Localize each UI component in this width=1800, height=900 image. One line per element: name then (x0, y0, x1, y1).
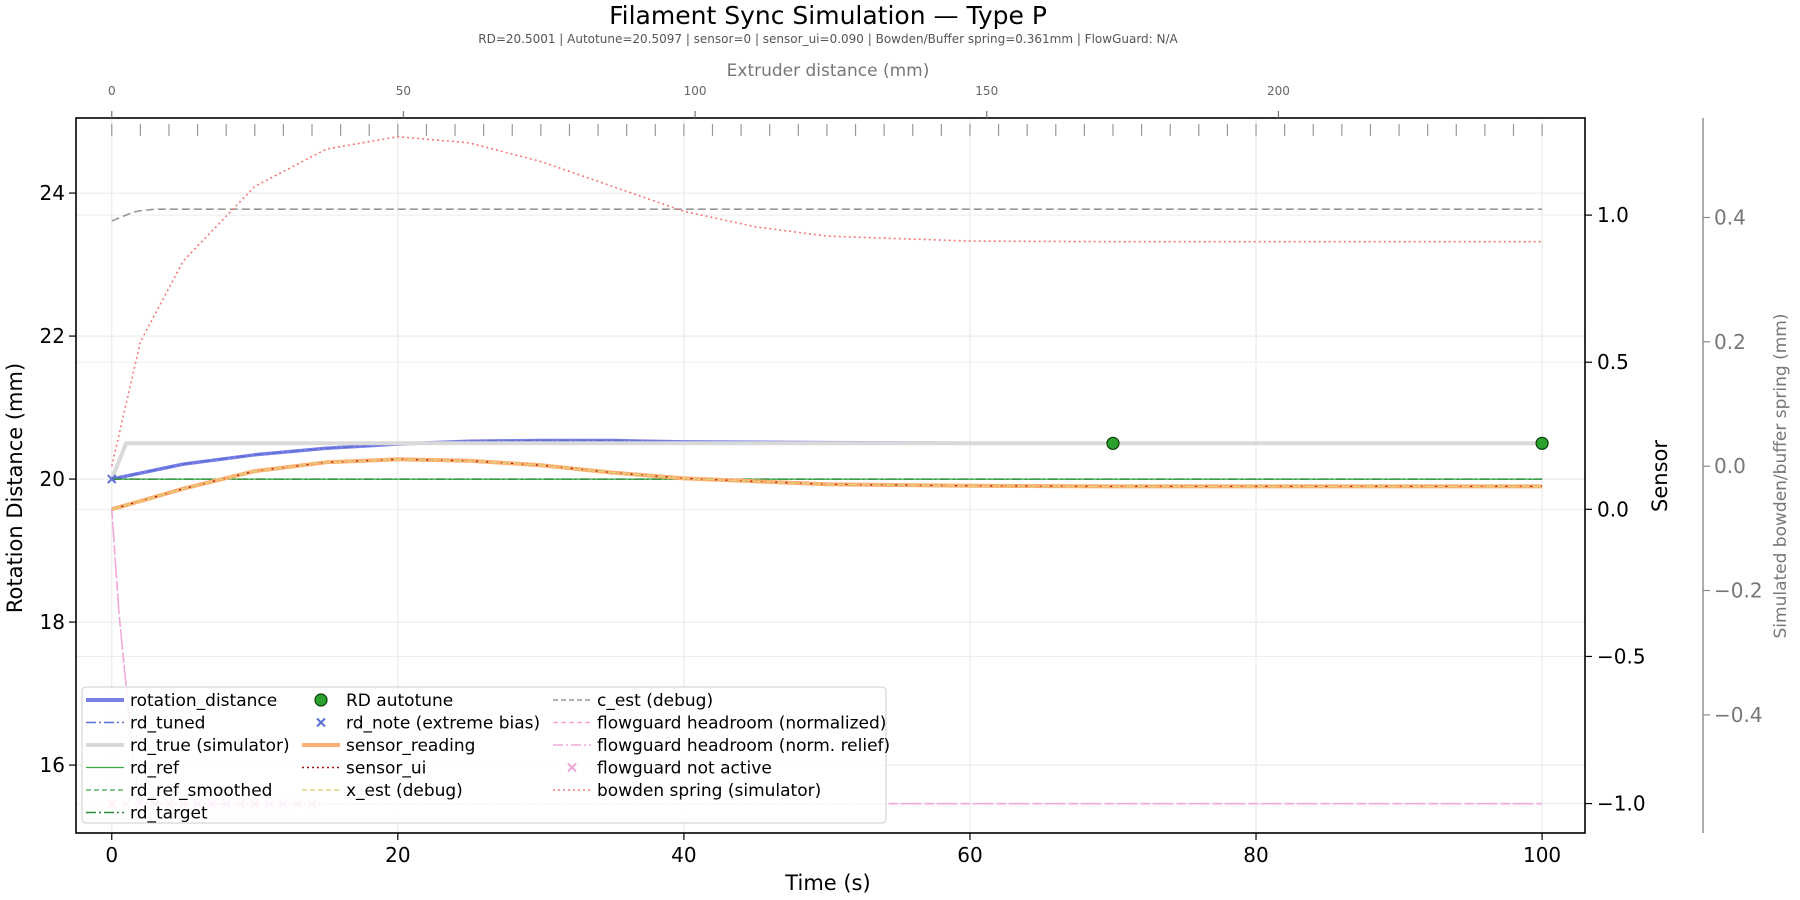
legend-label: x_est (debug) (346, 781, 463, 801)
x-marker-stroke (316, 717, 326, 728)
y2-tick-label: 1.0 (1597, 203, 1629, 227)
series-line-c-est-debug (111, 208, 1543, 222)
y3-axis-label: Simulated bowden/buffer spring (mm) (1771, 313, 1791, 638)
y2-tick-label: 0.0 (1597, 497, 1629, 521)
y-tick-label: 22 (40, 324, 65, 348)
tick-layer: 0 20 40 60 80 100 0 50 100 150 200 16 18 20 22 24 −1.0 −0… (40, 84, 1763, 867)
series-line-x-est-debug (111, 458, 1543, 510)
y3-tick-label: −0.2 (1714, 579, 1763, 603)
y3-tick-label: 0.2 (1714, 330, 1746, 354)
legend-label: rd_target (130, 804, 208, 824)
x-axis-label: Time (s) (784, 871, 870, 895)
legend-label: sensor_ui (346, 759, 426, 779)
legend-label: flowguard not active (597, 759, 772, 779)
legend-label: RD autotune (346, 691, 453, 711)
autotune-point (1535, 436, 1549, 450)
top-axis-label: Extruder distance (mm) (727, 61, 930, 81)
chart-subtitle: RD=20.5001 | Autotune=20.5097 | sensor=0… (478, 32, 1178, 46)
top-tick-label: 100 (684, 84, 707, 98)
series-line-bowden-spring-simulator (111, 135, 1543, 467)
legend-swatch-rd-autotune (314, 693, 328, 707)
y-tick-label: 18 (40, 610, 65, 634)
legend-label: c_est (debug) (597, 691, 713, 711)
top-tick-label: 150 (975, 84, 998, 98)
top-tick-label: 50 (396, 84, 411, 98)
x-tick-label: 40 (671, 843, 696, 867)
y-tick-label: 16 (40, 753, 65, 777)
top-tick-label: 0 (108, 84, 116, 98)
legend-label: sensor_reading (346, 736, 475, 756)
x-tick-label: 0 (105, 843, 118, 867)
y-axis-label: Rotation Distance (mm) (3, 363, 27, 613)
y2-axis-label: Sensor (1648, 440, 1672, 512)
plot-frame (75, 117, 1586, 834)
y-tick-label: 24 (40, 181, 65, 205)
y3-tick-label: 0.4 (1714, 205, 1746, 229)
legend-label: flowguard headroom (norm. relief) (597, 736, 890, 756)
legend-label: rd_tuned (130, 714, 205, 734)
y3-tick-label: 0.0 (1714, 454, 1746, 478)
chart-title: Filament Sync Simulation — Type P (609, 1, 1047, 30)
legend-box (81, 686, 887, 824)
y3-tick-label: −0.4 (1714, 703, 1763, 727)
x-tick-label: 100 (1523, 843, 1561, 867)
legend-label: bowden spring (simulator) (597, 781, 821, 801)
series-line-rd-tuned (111, 439, 1543, 480)
x-tick-label: 60 (957, 843, 982, 867)
x-marker-stroke (107, 474, 117, 484)
y2-tick-label: 0.5 (1597, 350, 1629, 374)
legend-label: flowguard headroom (normalized) (597, 714, 886, 734)
legend-label: rd_ref_smoothed (130, 781, 272, 801)
autotune-point (1106, 436, 1120, 450)
legend-label: rd_true (simulator) (130, 736, 290, 756)
top-tick-label: 200 (1267, 84, 1290, 98)
legend-label: rotation_distance (130, 691, 277, 711)
top-minor-ticks (111, 124, 1543, 136)
x-tick-label: 80 (1243, 843, 1268, 867)
legend-label: rd_note (extreme bias) (346, 714, 540, 734)
legend-label: rd_ref (130, 759, 180, 779)
x-marker-stroke (567, 762, 577, 773)
y2-tick-label: −1.0 (1597, 792, 1646, 816)
series-line-rd-true-simulator (109, 441, 1543, 480)
y-tick-label: 20 (40, 467, 65, 491)
x-marker-rd-note-extreme-bias (107, 474, 117, 484)
series-line-rotation-distance (111, 438, 1543, 481)
legend-swatch-flowguard-not-active (567, 762, 577, 773)
x-tick-label: 20 (385, 843, 410, 867)
axes-layer (75, 117, 1704, 834)
series-layer (107, 135, 1549, 809)
y2-tick-label: −0.5 (1597, 644, 1646, 668)
legend-swatch-rd-note-extreme-bias (316, 717, 326, 728)
